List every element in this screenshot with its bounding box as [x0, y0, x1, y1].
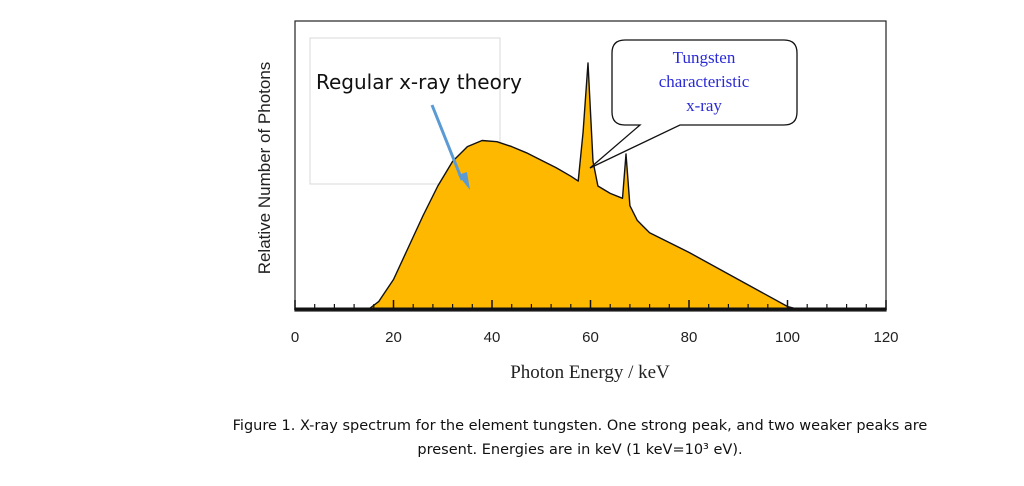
x-axis-title: Photon Energy / keV [510, 362, 670, 383]
tungsten-callout-bubble [589, 39, 798, 169]
x-tick-label: 20 [385, 329, 402, 346]
theory-arrow-head [458, 172, 470, 190]
x-tick-label: 80 [681, 329, 698, 346]
x-axis-ticks: 0 20 40 60 80 100 120 [291, 300, 899, 346]
spectrum-area [294, 62, 887, 310]
figure-caption-line-1: Figure 1. X-ray spectrum for the element… [232, 418, 928, 434]
figure-caption-line-2: present. Energies are in keV (1 keV=10³ … [417, 442, 743, 458]
annotation-regular-xray-theory: Regular x-ray theory [316, 70, 522, 94]
theory-arrow-line [430, 104, 464, 181]
x-tick-label: 120 [873, 329, 898, 346]
theory-annotation-box [309, 37, 501, 185]
x-tick-label: 40 [484, 329, 501, 346]
x-tick-label: 60 [582, 329, 599, 346]
callout-line-2: characteristic [659, 72, 750, 91]
y-axis-title: Relative Number of Photons [255, 62, 274, 275]
callout-line-1: Tungsten [673, 48, 736, 67]
x-tick-label: 100 [775, 329, 800, 346]
spectrum-area-group [294, 62, 887, 310]
x-tick-label: 0 [291, 329, 299, 346]
chart: 0 20 40 60 80 100 120 Relative Number of Photo… [255, 20, 899, 383]
callout-line-3: x-ray [686, 96, 722, 115]
